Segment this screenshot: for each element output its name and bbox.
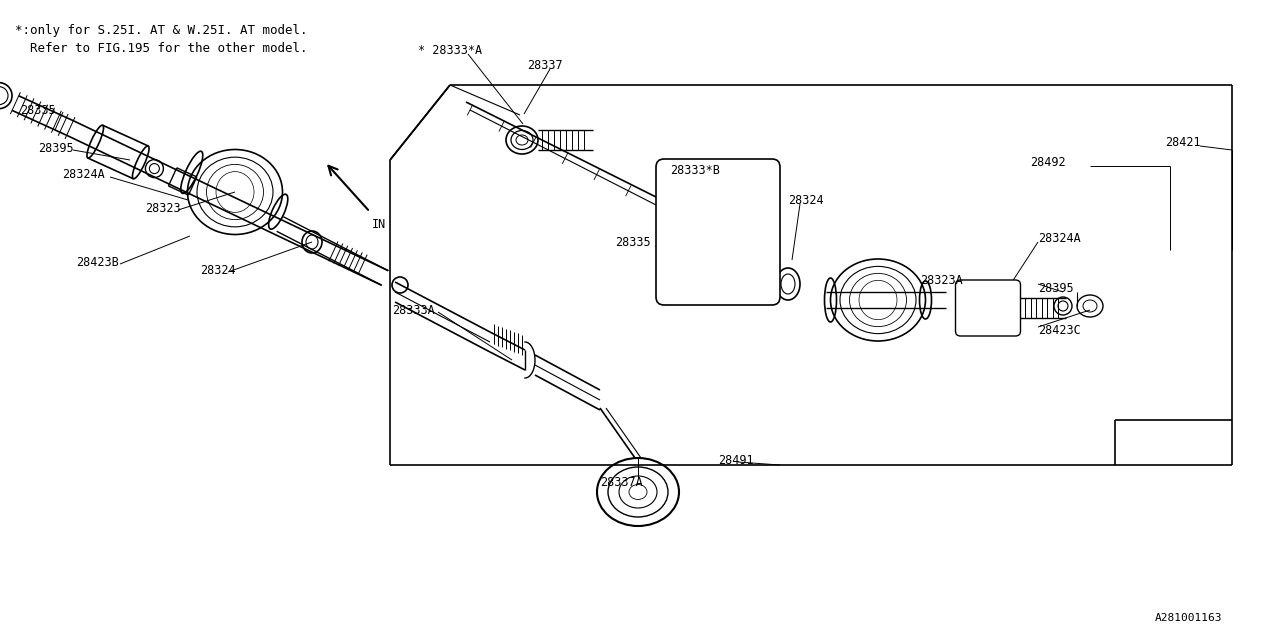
Text: * 28333*A: * 28333*A bbox=[419, 44, 483, 56]
Text: 28423B: 28423B bbox=[76, 255, 119, 269]
Text: 28491: 28491 bbox=[718, 454, 754, 467]
FancyBboxPatch shape bbox=[955, 280, 1020, 336]
Text: 28324A: 28324A bbox=[61, 168, 105, 180]
Text: 28323: 28323 bbox=[145, 202, 180, 214]
Text: *:only for S.25I. AT & W.25I. AT model.: *:only for S.25I. AT & W.25I. AT model. bbox=[15, 24, 307, 36]
Text: 28337: 28337 bbox=[527, 58, 563, 72]
Text: 28324: 28324 bbox=[788, 193, 823, 207]
FancyBboxPatch shape bbox=[657, 159, 780, 305]
Text: 28395: 28395 bbox=[1038, 282, 1074, 294]
Text: 28335: 28335 bbox=[20, 104, 55, 116]
Text: 28421: 28421 bbox=[1165, 136, 1201, 148]
Text: 28333A: 28333A bbox=[392, 303, 435, 317]
Text: IN: IN bbox=[372, 218, 387, 231]
Text: 28423C: 28423C bbox=[1038, 323, 1080, 337]
Text: 28337A: 28337A bbox=[600, 476, 643, 488]
Text: 28492: 28492 bbox=[1030, 156, 1066, 168]
Text: 28324A: 28324A bbox=[1038, 232, 1080, 244]
Text: 28333*B: 28333*B bbox=[669, 163, 719, 177]
Text: 28335: 28335 bbox=[614, 236, 650, 248]
Text: Refer to FIG.195 for the other model.: Refer to FIG.195 for the other model. bbox=[15, 42, 307, 54]
Text: 28324: 28324 bbox=[200, 264, 236, 276]
Text: 28395: 28395 bbox=[38, 141, 74, 154]
Text: A281001163: A281001163 bbox=[1155, 613, 1222, 623]
Text: 28323A: 28323A bbox=[920, 273, 963, 287]
